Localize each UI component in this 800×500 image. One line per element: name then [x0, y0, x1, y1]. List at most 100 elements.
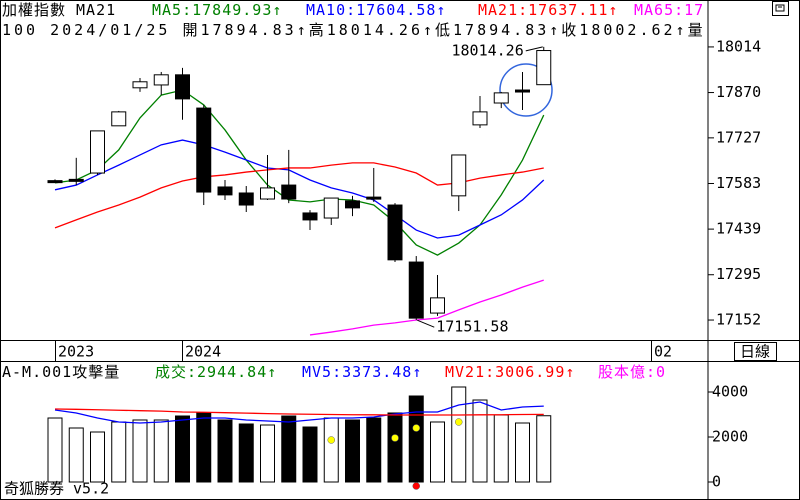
volume-bar — [536, 415, 552, 483]
candle-body — [408, 261, 424, 319]
ma-line — [54, 162, 544, 229]
indicator-label: MV5:3373.48↑ — [302, 363, 423, 381]
period-box[interactable] — [734, 342, 777, 361]
indicator-label: MA65:17 — [634, 1, 705, 19]
candle-body — [260, 187, 275, 200]
price-plot — [47, 46, 552, 336]
y-tick-label: 17727 — [716, 128, 761, 146]
candle-body — [111, 111, 127, 127]
candle-body — [323, 197, 339, 219]
candle-body — [47, 180, 63, 184]
candle-body — [132, 81, 148, 89]
candle-body — [451, 154, 467, 197]
indicator-label: MV21:3006.99↑ — [445, 363, 576, 381]
volume-header: A-M.001攻擊量 成交:2944.84↑ MV5:3373.48↑ MV21… — [0, 362, 707, 382]
menu-icon[interactable] — [772, 1, 789, 16]
volume-bar — [132, 419, 148, 483]
volume-label: 成交:2944.84↑ — [155, 363, 278, 381]
annotation: 17151.58 — [436, 318, 508, 336]
indicator-label: MA5:17849.93↑ — [152, 1, 283, 19]
date-label: 02 — [654, 343, 672, 361]
indicator-label: MA21:17637.11↑ — [478, 1, 619, 19]
volume-bar — [111, 421, 127, 483]
volume-plot — [47, 386, 552, 483]
signal-dot — [412, 482, 420, 490]
y-tick-label: 17583 — [716, 174, 761, 192]
mv-line — [54, 408, 544, 416]
y-tick-label: 17152 — [716, 311, 761, 329]
chart-title: 加權指數 MA21 — [2, 1, 117, 19]
date-label: 2024 — [185, 343, 221, 361]
volume-bar — [90, 431, 105, 483]
volume-bar — [175, 415, 190, 483]
candle-body — [238, 192, 254, 206]
candle-body — [175, 74, 190, 100]
candle-body — [217, 186, 233, 196]
candle-body — [153, 74, 169, 86]
y-tick-label: 17870 — [716, 83, 761, 101]
menu-icon-glyph — [775, 4, 785, 12]
candle-body — [302, 212, 318, 221]
volume-bar — [345, 419, 360, 483]
quote-info: 100 2024/01/25 開17894.83↑高18014.26↑低1789… — [0, 20, 707, 40]
candle-body — [493, 92, 509, 104]
volume-bar — [472, 399, 488, 483]
volume-bar — [281, 415, 297, 483]
volume-bar — [68, 427, 84, 483]
volume-bar — [323, 417, 339, 483]
capital-label: 股本億:0 — [598, 363, 667, 381]
ma-line — [309, 279, 544, 336]
indicator-label: MA10:17604.58↑ — [306, 1, 447, 19]
candle-body — [196, 107, 212, 193]
highlight-circle — [499, 63, 553, 117]
candle-body — [515, 89, 530, 93]
volume-bar — [302, 426, 318, 483]
volume-bar — [493, 414, 509, 483]
volume-bar — [238, 423, 254, 483]
signal-dot — [455, 418, 463, 426]
signal-dot — [327, 436, 335, 444]
date-label: 2023 — [58, 343, 94, 361]
volume-bar — [387, 412, 403, 483]
y-tick-label: 17295 — [716, 265, 761, 283]
candle-body — [366, 196, 382, 200]
candle-body — [68, 178, 84, 182]
volume-bar — [408, 395, 424, 483]
candle-body — [430, 297, 445, 314]
volume-bar — [430, 421, 445, 483]
volume-bar — [515, 422, 530, 483]
annotation-leader — [525, 46, 543, 52]
volume-bar — [366, 417, 382, 483]
candle-body — [281, 184, 297, 200]
annotation: 18014.26 — [452, 41, 524, 59]
y-tick-label: 4000 — [712, 382, 748, 400]
annotation-leader — [417, 319, 435, 328]
volume-bar — [196, 412, 212, 483]
price-header: 加權指數 MA21 MA5:17849.93↑ MA10:17604.58↑ M… — [0, 0, 770, 20]
volume-bar — [260, 424, 275, 483]
signal-dot — [391, 434, 399, 442]
volume-title: A-M.001攻擊量 — [2, 363, 121, 381]
y-tick-label: 2000 — [712, 427, 748, 445]
y-tick-label: 18014 — [716, 37, 761, 55]
y-tick-label: 17439 — [716, 220, 761, 238]
candle-body — [90, 130, 105, 174]
y-tick-label: 0 — [712, 472, 721, 490]
ma-line — [54, 89, 545, 256]
candle-body — [536, 50, 552, 86]
candle-body — [345, 200, 360, 209]
footer: 奇狐勝券 v5.2 — [4, 480, 109, 498]
signal-dot — [412, 424, 420, 432]
quote-text: 100 2024/01/25 開17894.83↑高18014.26↑低1789… — [2, 21, 706, 39]
volume-bar — [153, 419, 169, 483]
volume-bar — [47, 417, 63, 483]
volume-bar — [451, 386, 467, 483]
mv-line — [54, 401, 544, 424]
candle-body — [387, 204, 403, 261]
ma-line — [54, 139, 545, 239]
candle-body — [472, 111, 488, 126]
period-label[interactable]: 日線 — [740, 343, 770, 361]
volume-bar — [217, 419, 233, 483]
